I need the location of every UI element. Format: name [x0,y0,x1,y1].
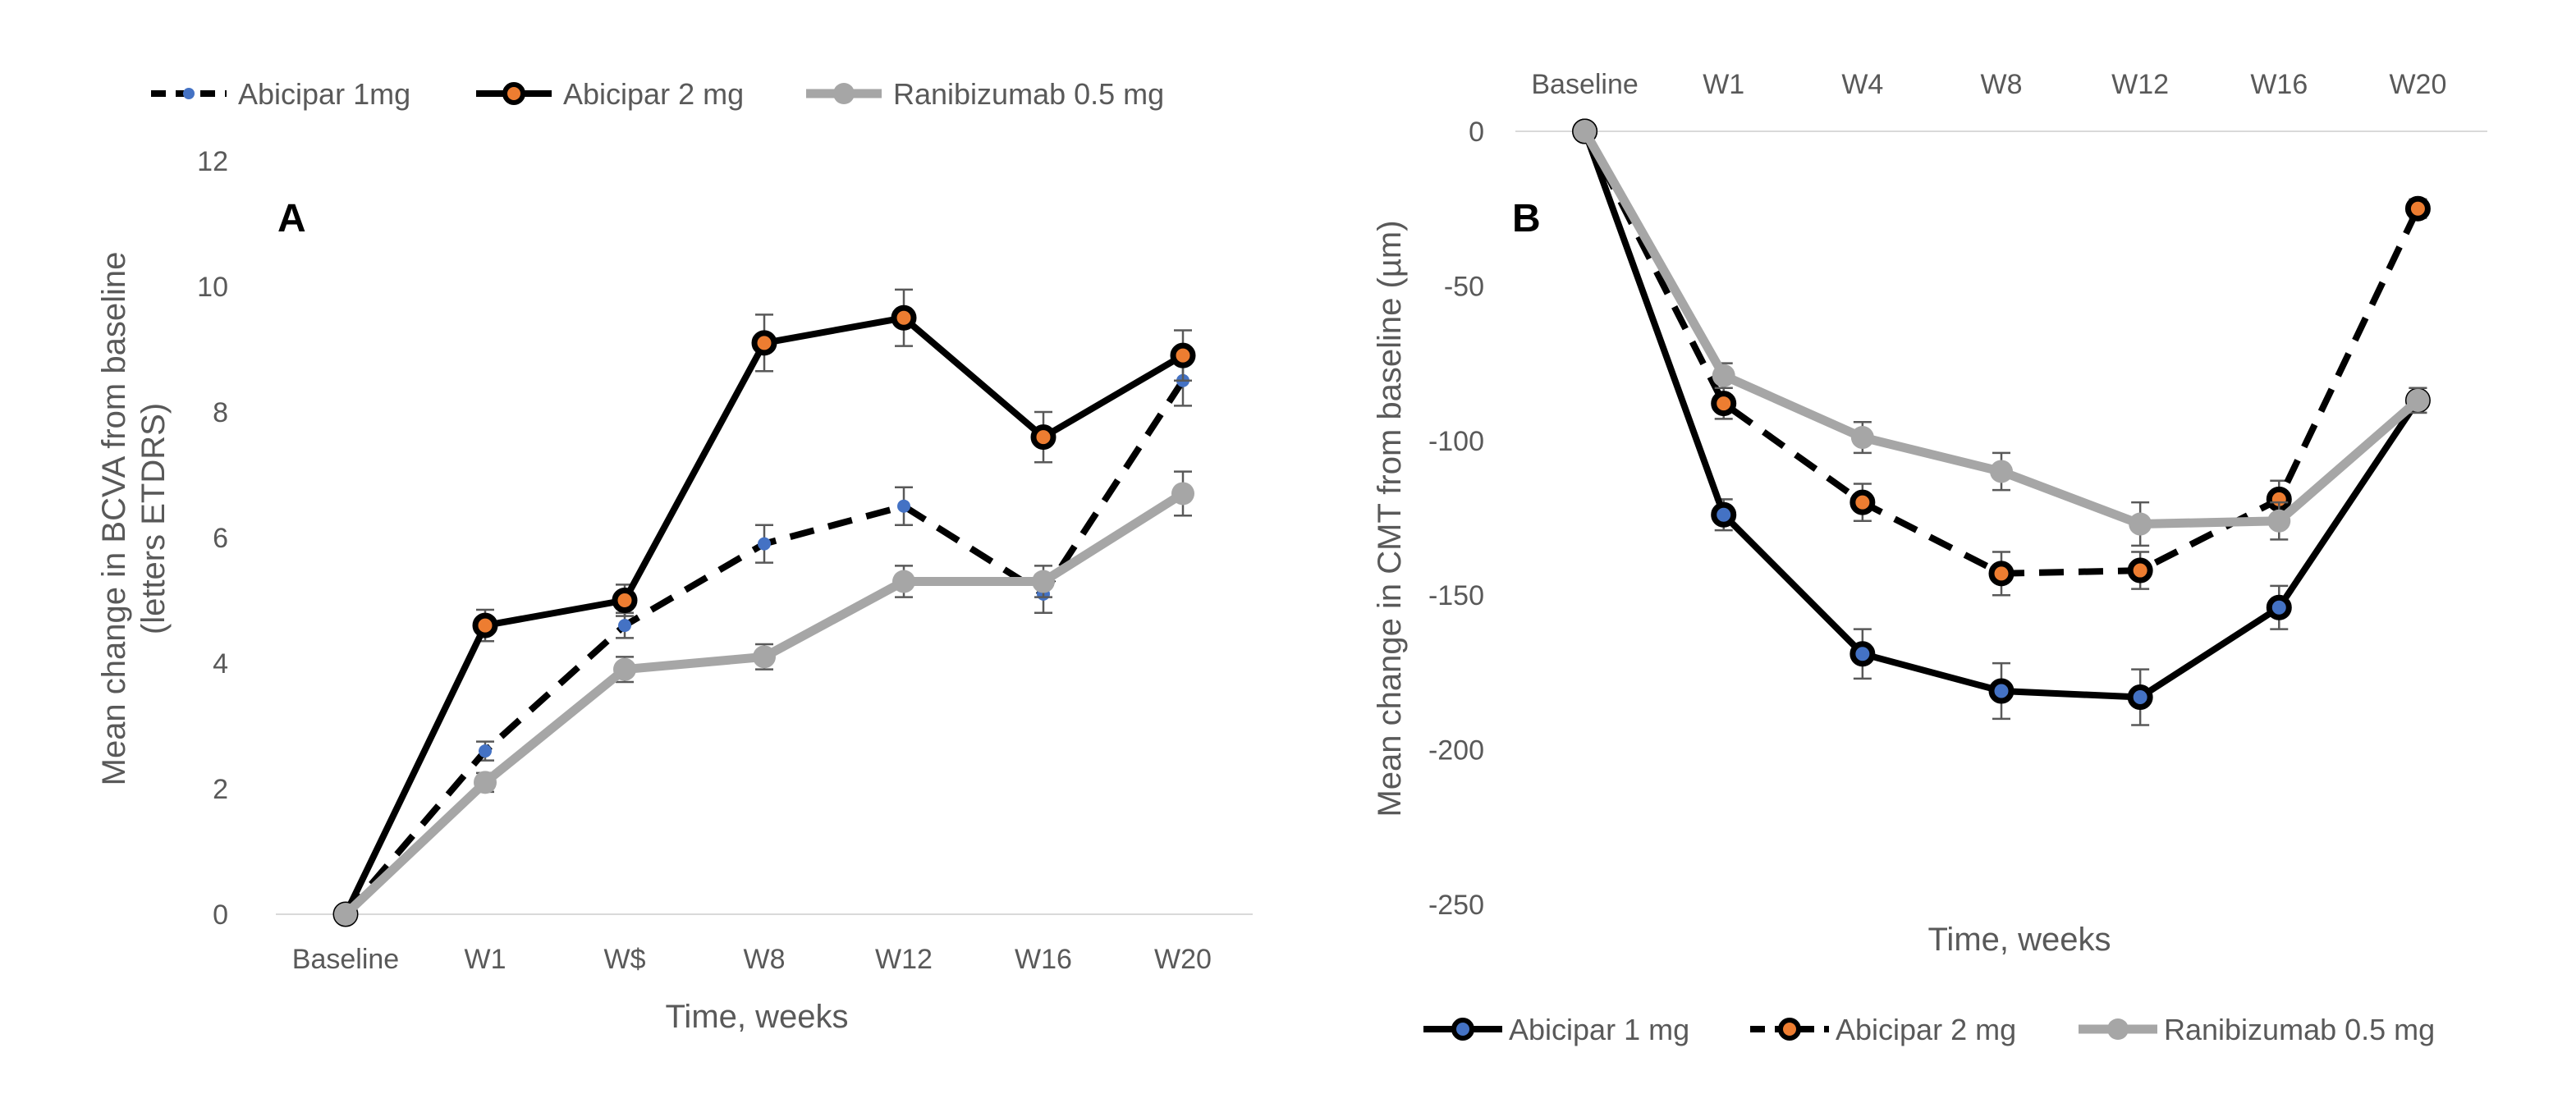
legend-swatch-marker [1451,1018,1474,1041]
panel-b-x-tick-label: W1 [1703,69,1744,100]
panel-a-axes: 0 2 4 6 8 10 12 Baseline W1 W$ W8 W12 W16 W20 [197,146,1253,975]
panel-a-legend-item-abicipar-1mg: Abicipar 1mg [151,77,410,111]
data-point [2127,684,2153,711]
panel-a-y-axis-title-line2: (letters ETDRS) [135,403,172,634]
data-point [1573,120,1597,143]
panel-a-x-tick-label: W20 [1154,944,1212,975]
panel-b-x-axis-title: Time, weeks [1927,922,2111,958]
panel-b-x-tick-label: W20 [2389,69,2446,100]
data-point [2266,594,2292,620]
data-point [1990,460,2013,483]
panel-a-legend: Abicipar 1mg Abicipar 2 mg Ranibizumab 0.5… [151,77,1164,111]
data-point [334,903,357,926]
panel-b-legend: Abicipar 1 mg Abicipar 2 mg Ranibizumab 0.… [1423,1013,2435,1046]
legend-swatch-marker [2107,1018,2129,1040]
panel-a-x-tick-label: W16 [1015,944,1072,975]
panel-b-y-tick-label: -250 [1428,890,1484,921]
panel-a-y-tick-label: 4 [213,648,228,680]
panel-a-label: A [277,197,306,240]
panel-b-chart: B 0 -50 -100 -150 -200 -250 Baseline W1 W4 W8 W12 W… [1372,69,2487,1046]
panel-b-x-tick-label: W4 [1841,69,1883,100]
panel-a-x-axis-title: Time, weeks [665,999,848,1035]
panel-a-y-tick-label: 10 [197,272,228,303]
data-point [2129,512,2152,536]
data-point [897,499,910,513]
panel-b-y-tick-label: -150 [1428,580,1484,611]
legend-label: Abicipar 1mg [238,77,410,111]
legend-swatch-marker [183,88,195,99]
legend-swatch-marker [502,82,525,105]
data-point [2267,509,2291,533]
panel-b-y-tick-label: -200 [1428,735,1484,767]
panel-b-x-tick-label: W16 [2250,69,2308,100]
legend-label: Abicipar 2 mg [563,77,744,111]
data-point [618,619,631,633]
panel-b-legend-item-abicipar-2-mg: Abicipar 2 mg [1750,1013,2016,1046]
legend-swatch-marker [1778,1018,1801,1041]
data-point [2406,388,2430,412]
panel-a-x-tick-label: W8 [744,944,786,975]
data-point [753,645,776,669]
data-point [2404,195,2431,222]
panel-a-series-ranibizumab-0-5-mg [334,470,1194,926]
panel-a-y-tick-label: 12 [197,146,228,177]
panel-b-y-axis-title: Mean change in CMT from baseline (µm) [1372,220,1408,817]
legend-label: Abicipar 1 mg [1509,1013,1689,1046]
data-point [758,537,771,551]
legend-label: Abicipar 2 mg [1836,1013,2016,1046]
panel-b-y-tick-label: -100 [1428,426,1484,457]
panel-a-series [332,288,1196,927]
panel-a-legend-item-ranibizumab-0-5-mg: Ranibizumab 0.5 mg [806,77,1164,111]
legend-swatch-marker [833,83,855,104]
panel-a-series-abicipar-2-mg [332,288,1196,927]
data-point [1711,391,1737,417]
panel-a-y-tick-label: 0 [213,899,228,931]
panel-b-y-tick-label: 0 [1469,117,1484,148]
panel-a-chart: A Abicipar 1mg Abicipar 2 mg Ranibizumab 0… [96,77,1253,1035]
legend-label: Ranibizumab 0.5 mg [2164,1013,2435,1046]
data-point [1171,482,1194,506]
panel-b-x-tick-label: W8 [1981,69,2023,100]
data-point [474,771,497,794]
data-point [1030,424,1057,451]
data-point [1988,561,2015,587]
panel-b-legend-item-abicipar-1-mg: Abicipar 1 mg [1423,1013,1689,1046]
panel-b-series-ranibizumab-0-5-mg [1573,120,2430,547]
panel-a-x-tick-label: W$ [604,944,646,975]
panel-b-legend-item-ranibizumab-0-5-mg: Ranibizumab 0.5 mg [2079,1013,2435,1046]
data-point [1170,342,1196,368]
panel-b-label: B [1512,197,1541,240]
data-point [1850,426,1874,450]
panel-b-axes: 0 -50 -100 -150 -200 -250 Baseline W1 W4 W8 W12 W16… [1428,69,2487,921]
panel-a-x-tick-label: W12 [875,944,933,975]
data-point [479,744,492,758]
panel-b-y-tick-label: -50 [1444,271,1484,302]
panel-a-y-tick-label: 8 [213,397,228,428]
data-point [472,612,498,638]
data-point [1712,364,1735,387]
data-point [892,570,915,593]
data-point [1711,501,1737,528]
panel-b-series [1572,118,2431,726]
data-point [1988,678,2015,704]
data-point [751,330,777,356]
data-point [2127,557,2153,584]
panel-a-y-tick-label: 6 [213,523,228,554]
panel-a-x-tick-label: W1 [465,944,506,975]
data-point [891,304,917,331]
data-point [612,588,638,613]
panel-a-y-tick-label: 2 [213,774,228,805]
data-point [1849,641,1876,667]
data-point [613,657,636,681]
panel-b-x-tick-label: Baseline [1531,69,1638,100]
panel-a-y-axis-title-line1: Mean change in BCVA from baseline [96,252,132,786]
panel-b-x-tick-label: W12 [2111,69,2169,100]
panel-a-x-tick-label: Baseline [292,944,399,975]
panel-a-legend-item-abicipar-2-mg: Abicipar 2 mg [476,77,744,111]
legend-label: Ranibizumab 0.5 mg [893,77,1164,111]
data-point [1849,489,1876,515]
data-point [1032,570,1055,593]
